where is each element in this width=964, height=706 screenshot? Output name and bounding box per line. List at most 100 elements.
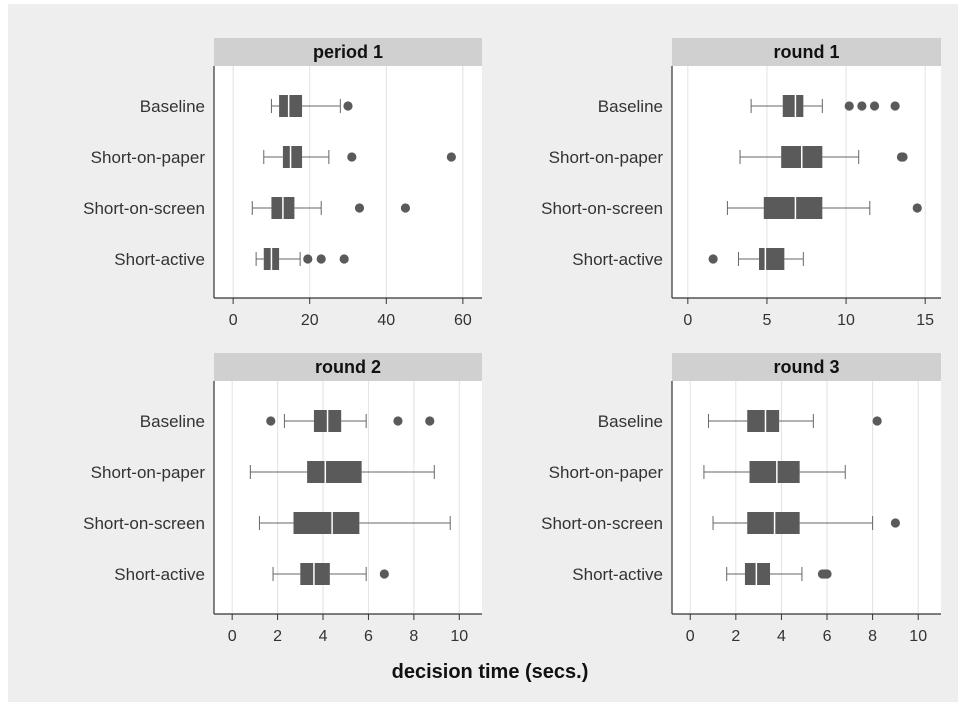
outlier-point bbox=[898, 152, 908, 162]
outlier-point bbox=[446, 152, 456, 162]
panel-strip bbox=[214, 353, 482, 381]
iqr-box bbox=[747, 410, 780, 432]
box-baseline: Baseline bbox=[598, 95, 900, 117]
panel-title: round 3 bbox=[774, 357, 840, 377]
outlier-point bbox=[869, 101, 880, 111]
x-tick-label: 20 bbox=[301, 312, 319, 329]
outlier-point bbox=[400, 203, 411, 213]
iqr-box bbox=[763, 197, 823, 219]
box-short-active: Short-active bbox=[572, 248, 804, 270]
x-tick-label: 6 bbox=[823, 628, 832, 645]
panel-3: round 2 0 2 4 6 8 10 Baseline Short-on-paper Shor… bbox=[83, 353, 482, 645]
x-tick-label: 0 bbox=[683, 312, 692, 329]
outlier-point bbox=[708, 254, 718, 264]
category-label: Baseline bbox=[598, 412, 663, 431]
plot-area bbox=[672, 381, 941, 614]
iqr-box bbox=[307, 461, 362, 483]
panel-title: round 2 bbox=[315, 357, 381, 377]
x-tick-label: 4 bbox=[777, 628, 786, 645]
panel-title: round 1 bbox=[774, 42, 840, 62]
x-tick-label: 5 bbox=[762, 312, 771, 329]
iqr-box bbox=[279, 95, 303, 117]
x-tick-label: 6 bbox=[364, 628, 373, 645]
outlier-point bbox=[912, 203, 922, 213]
panel-strip bbox=[672, 38, 941, 66]
category-label: Short-active bbox=[572, 565, 663, 584]
box-baseline: Baseline bbox=[140, 410, 435, 432]
outlier-point bbox=[347, 152, 357, 162]
iqr-box bbox=[782, 95, 804, 117]
outlier-point bbox=[266, 416, 276, 426]
outlier-point bbox=[393, 416, 403, 426]
category-label: Short-active bbox=[572, 250, 663, 269]
x-tick-label: 40 bbox=[377, 312, 395, 329]
x-tick-label: 0 bbox=[686, 628, 695, 645]
outlier-point bbox=[425, 416, 435, 426]
category-label: Short-on-paper bbox=[549, 463, 664, 482]
panel-strip bbox=[672, 353, 941, 381]
x-tick-label: 4 bbox=[319, 628, 328, 645]
iqr-box bbox=[300, 563, 330, 585]
category-label: Baseline bbox=[140, 412, 205, 431]
panel-1: period 1 0 20 40 60 Baseline Short-on-paper Sho… bbox=[83, 38, 482, 329]
box-short-active: Short-active bbox=[572, 563, 832, 585]
outlier-point bbox=[339, 254, 349, 264]
outlier-point bbox=[822, 569, 832, 579]
x-tick-label: 15 bbox=[916, 312, 934, 329]
category-label: Short-on-paper bbox=[91, 463, 206, 482]
x-tick-label: 60 bbox=[454, 312, 472, 329]
category-label: Short-active bbox=[114, 565, 205, 584]
iqr-box bbox=[282, 146, 303, 168]
box-short-on-paper: Short-on-paper bbox=[549, 146, 908, 168]
outlier-point bbox=[316, 254, 326, 264]
panel-strip bbox=[214, 38, 482, 66]
panel-2: round 1 0 5 10 15 Baseline Short-on-paper Short… bbox=[541, 38, 941, 329]
box-short-active: Short-active bbox=[114, 563, 389, 585]
box-short-on-screen: Short-on-screen bbox=[83, 512, 451, 534]
x-axis-title: decision time (secs.) bbox=[392, 661, 589, 683]
x-tick-label: 0 bbox=[228, 628, 237, 645]
box-short-on-screen: Short-on-screen bbox=[83, 197, 411, 219]
x-tick-label: 10 bbox=[450, 628, 468, 645]
category-label: Baseline bbox=[598, 97, 663, 116]
box-short-on-paper: Short-on-paper bbox=[91, 461, 435, 483]
outlier-point bbox=[379, 569, 389, 579]
box-baseline: Baseline bbox=[140, 95, 353, 117]
box-short-active: Short-active bbox=[114, 248, 349, 270]
category-label: Short-active bbox=[114, 250, 205, 269]
outlier-point bbox=[844, 101, 854, 111]
outlier-point bbox=[890, 101, 900, 111]
x-tick-label: 2 bbox=[273, 628, 282, 645]
panel-title: period 1 bbox=[313, 42, 383, 62]
box-short-on-paper: Short-on-paper bbox=[549, 461, 846, 483]
iqr-box bbox=[759, 248, 785, 270]
outlier-point bbox=[872, 416, 882, 426]
box-short-on-paper: Short-on-paper bbox=[91, 146, 456, 168]
outlier-point bbox=[890, 518, 901, 528]
iqr-box bbox=[744, 563, 771, 585]
x-tick-label: 8 bbox=[409, 628, 418, 645]
panels-group: period 10 20 40 60BaselineShort-on-paperSho… bbox=[83, 38, 941, 645]
box-baseline: Baseline bbox=[598, 410, 882, 432]
category-label: Short-on-paper bbox=[91, 148, 206, 167]
x-tick-label: 10 bbox=[909, 628, 927, 645]
x-tick-label: 2 bbox=[731, 628, 740, 645]
x-tick-label: 8 bbox=[868, 628, 877, 645]
x-tick-label: 0 bbox=[229, 312, 238, 329]
iqr-box bbox=[747, 512, 800, 534]
category-label: Short-on-paper bbox=[549, 148, 664, 167]
category-label: Short-on-screen bbox=[541, 199, 663, 218]
outlier-point bbox=[343, 101, 353, 111]
iqr-box bbox=[293, 512, 360, 534]
category-label: Baseline bbox=[140, 97, 205, 116]
plot-area bbox=[214, 381, 482, 614]
iqr-box bbox=[749, 461, 800, 483]
x-tick-label: 10 bbox=[837, 312, 855, 329]
panel-4: round 3 0 2 4 6 8 10 Baseline Short-on-paper Shor… bbox=[541, 353, 941, 645]
box-short-on-screen: Short-on-screen bbox=[541, 197, 922, 219]
box-short-on-screen: Short-on-screen bbox=[541, 512, 901, 534]
category-label: Short-on-screen bbox=[83, 514, 205, 533]
outlier-point bbox=[354, 203, 365, 213]
outlier-point bbox=[303, 254, 313, 264]
